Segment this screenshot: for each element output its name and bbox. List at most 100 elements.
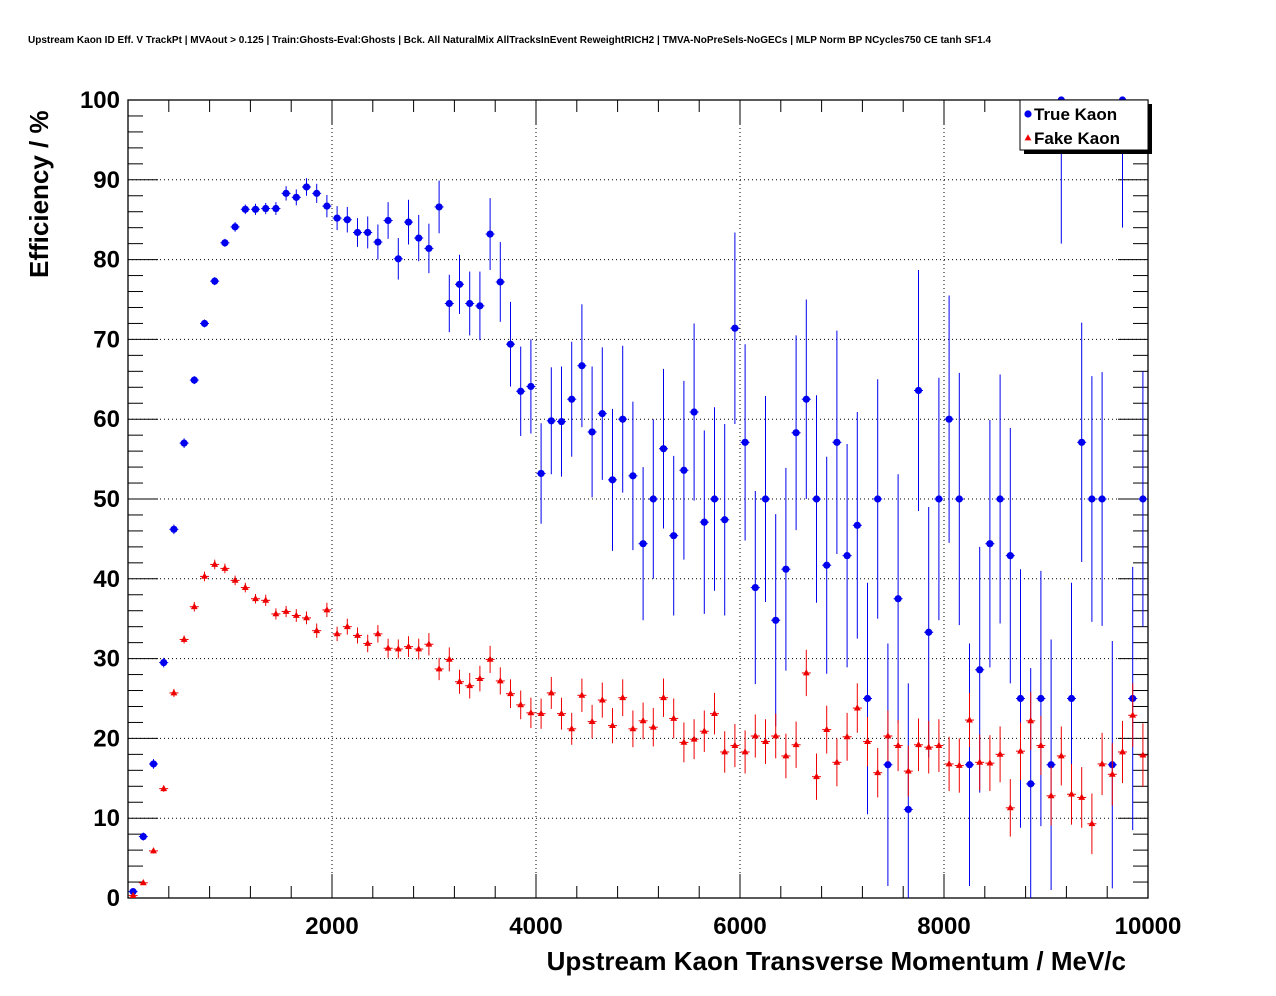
fake-kaon-point xyxy=(323,606,331,613)
fake-kaon-point xyxy=(792,740,800,748)
fake-kaon-point xyxy=(955,761,963,768)
true-kaon-point xyxy=(200,319,209,328)
fake-kaon-point xyxy=(649,723,657,730)
fake-kaon-point xyxy=(282,607,290,614)
true-kaon-point xyxy=(996,495,1004,503)
true-kaon-point xyxy=(160,658,168,667)
true-kaon-point xyxy=(751,583,759,592)
fake-kaon-point xyxy=(517,701,525,708)
fake-kaon-point xyxy=(435,665,443,672)
x-tick-label: 4000 xyxy=(509,913,562,940)
fake-kaon-point xyxy=(976,758,984,765)
fake-kaon-point xyxy=(476,674,484,681)
true-kaon-point xyxy=(649,495,657,503)
fake-kaon-point xyxy=(211,560,219,567)
true-kaon-point xyxy=(1037,694,1045,703)
true-kaon-point xyxy=(1067,694,1076,703)
fake-kaon-point xyxy=(1129,711,1137,718)
true-kaon-series xyxy=(128,96,1148,898)
fake-kaon-point xyxy=(1108,770,1116,777)
fake-kaon-point xyxy=(272,610,280,617)
true-kaon-point xyxy=(292,193,300,201)
fake-kaon-point xyxy=(751,732,759,739)
fake-kaon-point xyxy=(588,717,596,725)
true-kaon-point xyxy=(731,324,739,332)
fake-kaon-point xyxy=(180,635,188,642)
true-kaon-point xyxy=(1027,780,1035,788)
true-kaon-point xyxy=(557,417,566,426)
true-kaon-point xyxy=(884,761,892,769)
true-kaon-point xyxy=(680,466,688,474)
y-tick-label: 20 xyxy=(93,725,120,752)
legend: True Kaon Fake Kaon xyxy=(1019,99,1152,154)
fake-kaon-point xyxy=(364,639,372,646)
x-axis-label: Upstream Kaon Transverse Momentum / MeV/… xyxy=(547,946,1126,976)
true-kaon-point xyxy=(1006,552,1014,560)
fake-kaon-point xyxy=(150,847,157,854)
fake-kaon-point xyxy=(262,596,270,603)
true-kaon-point xyxy=(272,204,280,213)
fake-kaon-point xyxy=(1027,717,1035,724)
fake-kaon-point xyxy=(313,626,321,634)
true-kaon-point xyxy=(894,595,902,603)
y-tick-label: 40 xyxy=(93,566,120,593)
fake-kaon-point xyxy=(1017,747,1024,754)
fake-kaon-point xyxy=(384,644,392,651)
fake-kaon-point xyxy=(292,611,300,618)
true-kaon-point xyxy=(843,552,851,560)
true-kaon-point xyxy=(364,228,372,237)
true-kaon-point xyxy=(578,362,586,370)
true-kaon-point xyxy=(782,565,790,573)
true-kaon-point xyxy=(1047,761,1055,769)
fake-kaon-point xyxy=(1068,790,1075,797)
x-tick-label: 10000 xyxy=(1115,913,1182,940)
true-kaon-point xyxy=(527,382,535,391)
fake-kaon-point xyxy=(802,669,810,676)
fake-kaon-point xyxy=(333,630,341,637)
true-kaon-point xyxy=(721,516,729,524)
true-kaon-point xyxy=(772,616,780,624)
true-kaon-point xyxy=(333,214,341,222)
true-kaon-point xyxy=(904,805,912,814)
true-kaon-point xyxy=(496,278,504,286)
x-tick-label: 6000 xyxy=(713,913,766,940)
true-kaon-point xyxy=(425,244,433,253)
fake-kaon-point xyxy=(1098,760,1106,767)
fake-kaon-point xyxy=(700,727,708,734)
fake-kaon-point xyxy=(1047,792,1055,799)
y-tick-label: 30 xyxy=(93,646,120,673)
true-kaon-point xyxy=(211,277,219,285)
fake-kaon-point xyxy=(394,645,402,652)
true-kaon-point xyxy=(180,439,188,447)
fake-kaon-point xyxy=(762,737,769,744)
fake-kaon-point xyxy=(864,737,871,744)
fake-kaon-point xyxy=(343,622,351,630)
fake-kaon-point xyxy=(496,677,504,684)
true-kaon-point xyxy=(853,521,861,529)
fake-kaon-point xyxy=(609,721,616,729)
fake-kaon-point xyxy=(986,759,994,766)
fake-kaon-point xyxy=(660,693,667,701)
true-kaon-point xyxy=(710,495,719,503)
true-kaon-point xyxy=(313,189,321,197)
true-kaon-point xyxy=(323,202,331,210)
true-kaon-point xyxy=(149,760,158,768)
true-kaon-point xyxy=(394,255,402,263)
true-kaon-point xyxy=(466,299,474,308)
true-kaon-point xyxy=(251,205,260,213)
true-kaon-point xyxy=(802,395,810,403)
fake-kaon-point xyxy=(190,602,198,610)
true-kaon-point xyxy=(965,761,974,769)
legend-label: Fake Kaon xyxy=(1034,129,1120,148)
fake-kaon-point xyxy=(547,689,555,696)
true-kaon-point xyxy=(517,387,525,395)
fake-kaon-point xyxy=(945,760,953,767)
true-kaon-point xyxy=(435,203,443,211)
fake-kaon-point xyxy=(1088,819,1096,827)
fake-kaon-point xyxy=(619,693,627,701)
fake-kaon-point xyxy=(466,681,474,689)
fake-kaon-point xyxy=(405,642,412,650)
fake-kaon-point xyxy=(772,732,780,739)
fake-kaon-point xyxy=(813,772,820,780)
